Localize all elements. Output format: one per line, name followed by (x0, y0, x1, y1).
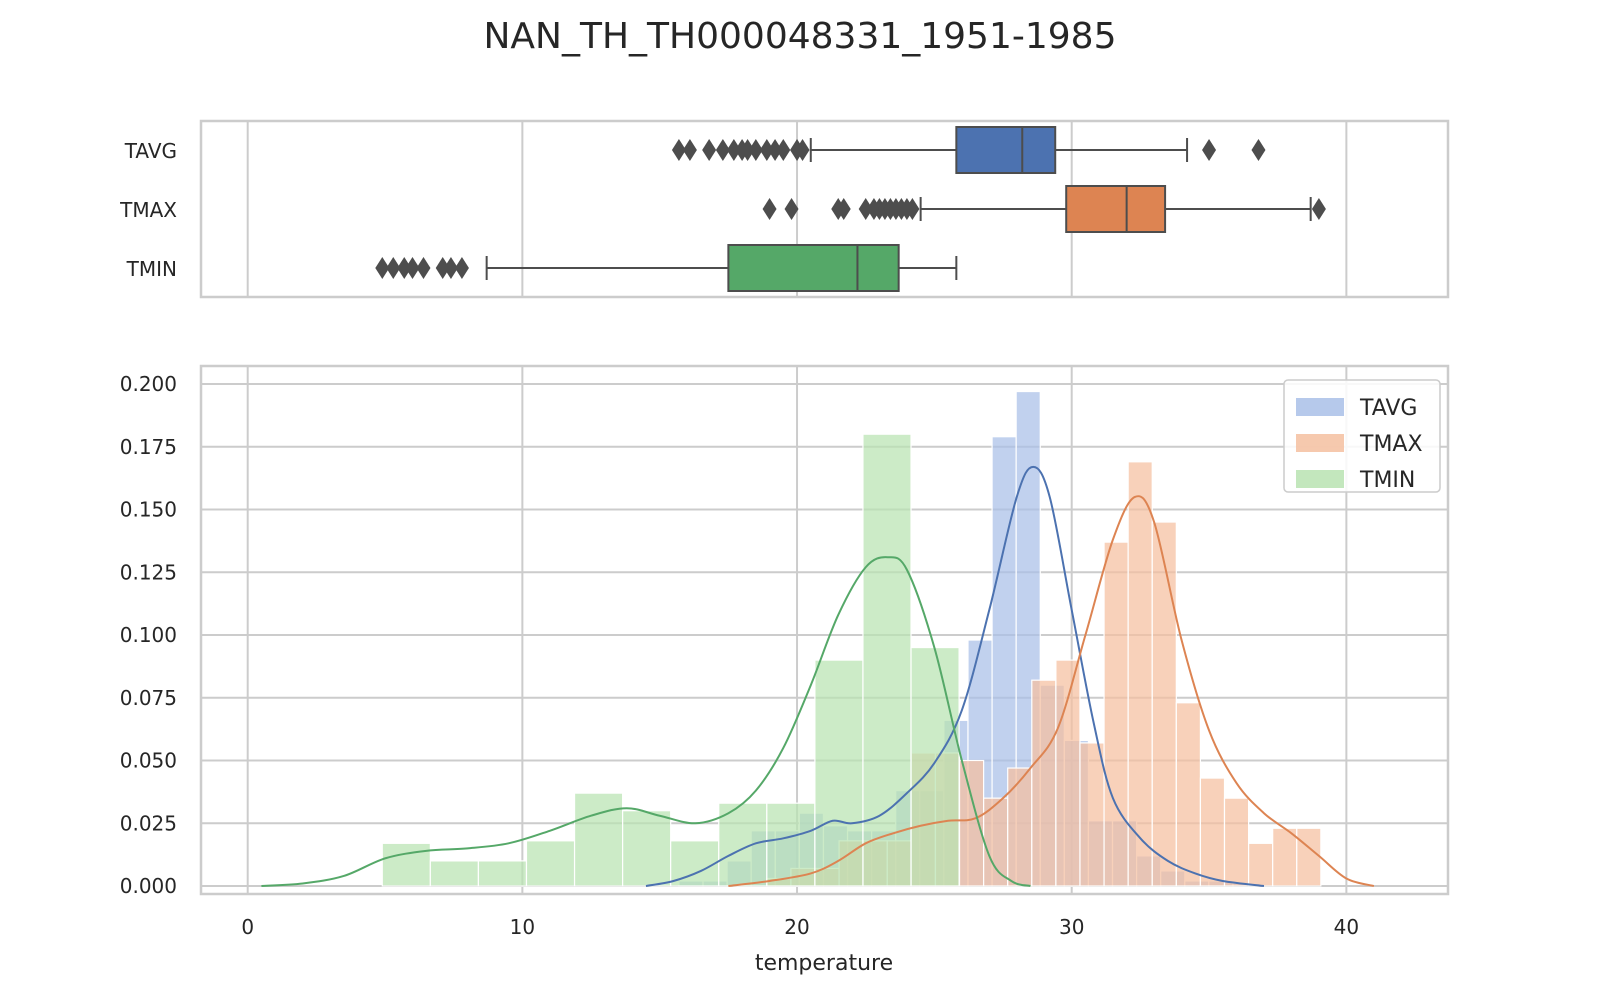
outlier-point (795, 139, 810, 161)
outlier-point (858, 198, 873, 220)
x-tick-label: 30 (1059, 915, 1084, 939)
hist-bar (1199, 777, 1226, 887)
y-tick-label: 0.100 (120, 623, 177, 647)
hist-bar (525, 840, 576, 887)
boxplot-tmax (762, 185, 1326, 233)
kde-line-tmax (728, 495, 1375, 887)
outlier-point (768, 139, 783, 161)
hist-bar (983, 797, 1009, 887)
hist-bar (622, 810, 672, 887)
legend-swatch-tmax (1296, 434, 1344, 452)
outlier-point (759, 139, 774, 161)
outlier-point (682, 139, 697, 161)
outlier-point (726, 139, 741, 161)
hist-bar (1127, 461, 1153, 887)
legend-label-tavg: TAVG (1359, 396, 1417, 421)
outlier-point (748, 139, 763, 161)
y-tick-label: 0.175 (120, 435, 177, 459)
box-iqr (1065, 185, 1167, 233)
outlier-point (905, 198, 920, 220)
y-tick-label: 0.150 (120, 498, 177, 522)
outlier-point (405, 257, 420, 279)
outlier-point (836, 198, 851, 220)
y-tick-labels: 0.000 0.025 0.050 0.075 0.100 0.125 0.150 0.175… (120, 372, 177, 898)
hist-bar (1175, 702, 1202, 887)
boxplot-frame (199, 119, 1450, 299)
boxplot-tmin (375, 244, 958, 292)
hist-bar (718, 802, 768, 887)
outlier-point (416, 257, 431, 279)
hist-bar (573, 792, 624, 887)
outlier-point (454, 257, 469, 279)
hist-bar (1223, 797, 1250, 887)
hist-bar (862, 433, 912, 887)
outlier-point (671, 139, 686, 161)
x-tick-label: 20 (784, 915, 809, 939)
hist-bar (1031, 679, 1057, 887)
outlier-point (397, 257, 412, 279)
hist-bar (1055, 659, 1081, 887)
hist-bar (1272, 827, 1298, 887)
outlier-point (1251, 139, 1266, 161)
y-tick-label: 0.125 (120, 560, 177, 584)
hist-bar (1151, 521, 1177, 887)
outlier-point (776, 139, 791, 161)
kde-line-tmin (261, 556, 1031, 887)
hist-bar (958, 759, 985, 887)
outlier-point (375, 257, 390, 279)
x-tick-label: 0 (241, 915, 254, 939)
legend-label-tmin: TMIN (1359, 468, 1415, 493)
histogram-bars (381, 390, 1322, 887)
x-tick-label: 10 (510, 915, 535, 939)
y-tick-label: 0.025 (120, 811, 177, 835)
outlier-point (784, 198, 799, 220)
y-tick-label: 0.075 (120, 686, 177, 710)
boxplot-label-tmin: TMIN (126, 257, 177, 281)
x-axis-label: temperature (755, 951, 893, 976)
hist-bar (429, 860, 480, 887)
hist-bar (910, 646, 960, 887)
kde-line-tavg (645, 465, 1265, 887)
box-iqr (727, 244, 900, 292)
kde-lines (261, 465, 1375, 887)
outlier-point (1311, 198, 1326, 220)
hist-bar (766, 802, 816, 887)
histogram-frame (199, 364, 1450, 896)
legend-swatch-tavg (1296, 398, 1344, 416)
boxplot-content (375, 126, 1326, 292)
histogram-panel: 0.000 0.025 0.050 0.075 0.100 0.125 0.150 0.175… (120, 364, 1450, 976)
legend: TAVG TMAX TMIN (1283, 379, 1441, 493)
boxplot-label-tmax: TMAX (119, 198, 177, 222)
outlier-point (702, 139, 717, 161)
outlier-point (435, 257, 450, 279)
x-tick-label: 40 (1334, 915, 1359, 939)
legend-swatch-tmin (1296, 470, 1344, 488)
hist-bar (381, 842, 431, 887)
hist-bar (1296, 827, 1322, 887)
x-tick-labels: 0 10 20 30 40 (241, 915, 1359, 939)
boxplot-category-labels: TAVG TMAX TMIN (119, 139, 177, 281)
outlier-point (740, 139, 755, 161)
outlier-point (715, 139, 730, 161)
outlier-point (443, 257, 458, 279)
hist-bar (1007, 767, 1033, 887)
outlier-point (1202, 139, 1217, 161)
y-tick-label: 0.000 (120, 874, 177, 898)
y-tick-label: 0.200 (120, 372, 177, 396)
boxplot-panel: TAVG TMAX TMIN (119, 119, 1450, 299)
boxplot-label-tavg: TAVG (124, 139, 177, 163)
chart-title: NAN_TH_TH000048331_1951-1985 (484, 16, 1117, 57)
y-tick-label: 0.050 (120, 749, 177, 773)
box-iqr (955, 126, 1057, 174)
outlier-point (762, 198, 777, 220)
boxplot-tavg (671, 126, 1266, 174)
hist-bar (1079, 742, 1105, 887)
outlier-point (386, 257, 401, 279)
hist-bar (1103, 541, 1129, 887)
hist-bar (814, 659, 864, 887)
hist-bar (1247, 842, 1274, 887)
legend-label-tmax: TMAX (1359, 432, 1423, 457)
hist-bar (477, 860, 528, 887)
